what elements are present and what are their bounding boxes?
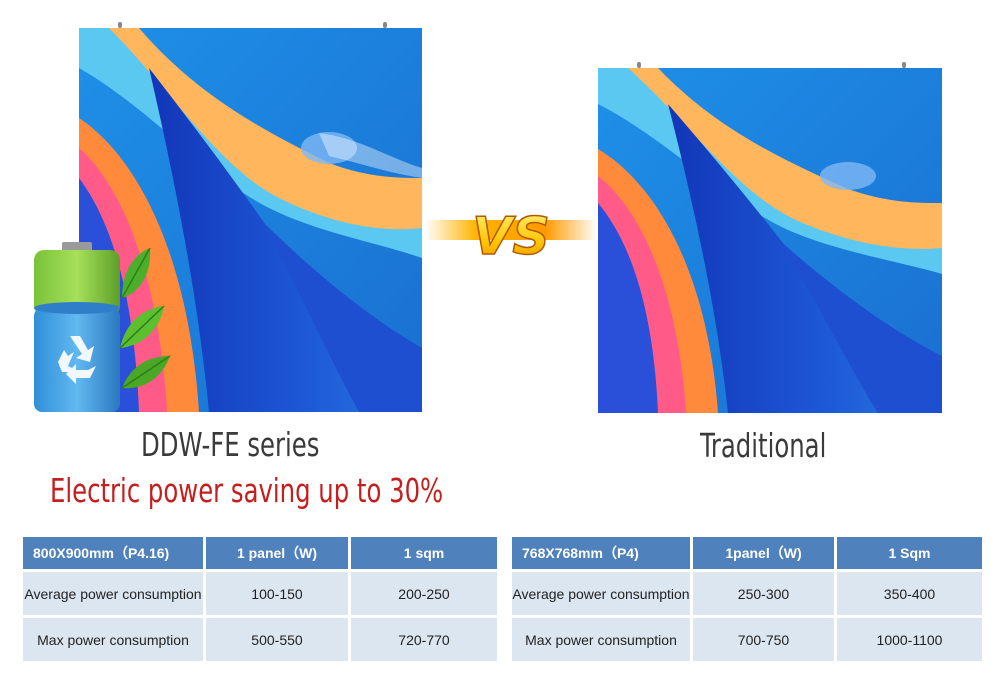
panel-hook: [383, 22, 387, 28]
table-header-cell: 768X768mm（P4): [512, 537, 690, 569]
table-cell: Average power consumption: [23, 572, 203, 615]
table-cell: 720-770: [351, 618, 497, 661]
right-series-caption: Traditional: [700, 426, 827, 465]
table-header-row: 800X900mm（P4.16) 1 panel（W) 1 sqm: [23, 537, 497, 569]
led-panel-right: [598, 68, 942, 413]
table-header-cell: 1 sqm: [351, 537, 497, 569]
table-cell: 250-300: [693, 572, 834, 615]
panel-hook: [637, 62, 641, 68]
power-saving-headline: Electric power saving up to 30%: [50, 471, 444, 510]
table-cell: Average power consumption: [512, 572, 690, 615]
vs-label: VS: [472, 207, 550, 266]
panel-hook: [902, 62, 906, 68]
table-cell: Max power consumption: [23, 618, 203, 661]
panel-hook: [118, 22, 122, 28]
table-cell: Max power consumption: [512, 618, 690, 661]
table-cell: 500-550: [206, 618, 348, 661]
table-header-cell: 1 panel（W): [206, 537, 348, 569]
table-cell: 700-750: [693, 618, 834, 661]
table-row: Max power consumption 700-750 1000-1100: [512, 618, 982, 661]
left-spec-table: 800X900mm（P4.16) 1 panel（W) 1 sqm Averag…: [20, 534, 500, 664]
table-row: Max power consumption 500-550 720-770: [23, 618, 497, 661]
table-cell: 1000-1100: [837, 618, 982, 661]
vs-icon: VS: [425, 196, 597, 268]
table-cell: 200-250: [351, 572, 497, 615]
table-header-row: 768X768mm（P4) 1panel（W) 1 Sqm: [512, 537, 982, 569]
table-header-cell: 1 Sqm: [837, 537, 982, 569]
table-header-cell: 800X900mm（P4.16): [23, 537, 203, 569]
right-spec-table: 768X768mm（P4) 1panel（W) 1 Sqm Average po…: [509, 534, 985, 664]
table-cell: 100-150: [206, 572, 348, 615]
table-row: Average power consumption 250-300 350-40…: [512, 572, 982, 615]
table-header-cell: 1panel（W): [693, 537, 834, 569]
recycle-icon: [58, 336, 96, 384]
left-series-caption: DDW-FE series: [141, 425, 320, 464]
table-cell: 350-400: [837, 572, 982, 615]
leaf-icon: [119, 247, 171, 389]
battery-icon: [22, 238, 182, 418]
table-row: Average power consumption 100-150 200-25…: [23, 572, 497, 615]
